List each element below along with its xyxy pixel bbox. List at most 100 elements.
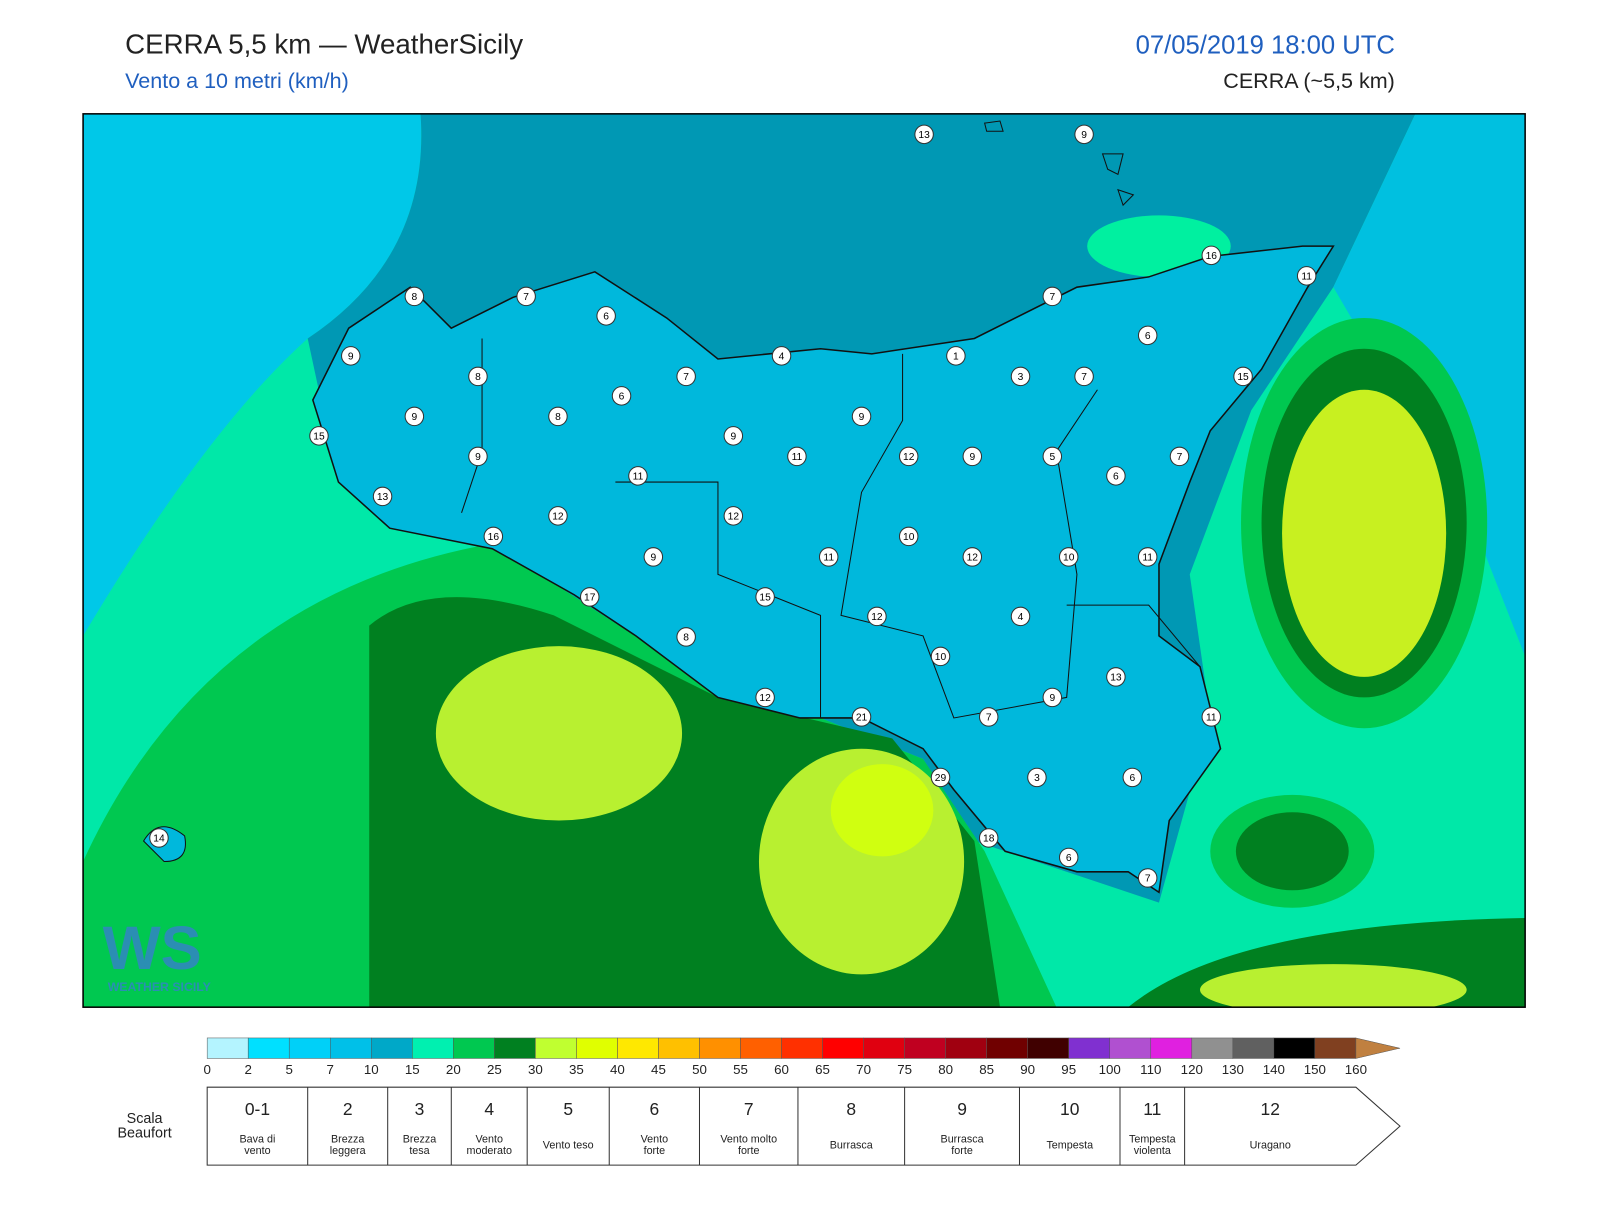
colorbar-segment xyxy=(494,1037,536,1059)
station-value: 12 xyxy=(552,511,564,522)
station-marker xyxy=(1137,868,1158,888)
colorbar-tick-label: 80 xyxy=(938,1062,953,1077)
logo-caption: WEATHER SICILY xyxy=(108,980,211,994)
station-marker xyxy=(1010,606,1031,627)
station-value: 9 xyxy=(859,412,865,423)
station-value: 17 xyxy=(584,593,596,604)
colorbar-segment xyxy=(206,1037,249,1059)
station-marker xyxy=(1010,366,1031,387)
station-marker xyxy=(723,426,744,446)
beaufort-frame xyxy=(206,1086,1401,1166)
wind-area xyxy=(83,113,422,636)
station-marker xyxy=(978,828,999,848)
colorbar-arrow xyxy=(1355,1037,1401,1059)
beaufort-force: 4 xyxy=(484,1099,494,1119)
station-marker xyxy=(914,124,934,145)
station-value: 9 xyxy=(1049,693,1055,704)
station-marker xyxy=(1074,124,1094,145)
beaufort-force: 10 xyxy=(1060,1099,1080,1119)
beaufort-force: 3 xyxy=(415,1099,425,1119)
logo-mark: WS xyxy=(103,914,202,983)
colorbar-tick-label: 110 xyxy=(1140,1062,1161,1077)
beaufort-force: 9 xyxy=(957,1099,967,1119)
colorbar-segment xyxy=(453,1037,495,1059)
colorbar-segment xyxy=(247,1037,290,1059)
colorbar-tick-label: 85 xyxy=(979,1062,994,1077)
island xyxy=(983,120,1135,207)
colorbar-segment xyxy=(1232,1037,1275,1059)
station-value: 13 xyxy=(377,492,389,503)
colorbar-tick-label: 50 xyxy=(692,1062,707,1077)
station-value: 1 xyxy=(953,351,959,362)
wind-area xyxy=(1235,812,1349,891)
station-value: 3 xyxy=(1034,773,1040,784)
station-marker xyxy=(1137,325,1158,346)
colorbar-tick-label: 40 xyxy=(610,1062,625,1077)
beaufort-force: 11 xyxy=(1143,1099,1161,1119)
station-value: 7 xyxy=(1145,874,1151,885)
station-marker xyxy=(1106,667,1126,687)
colorbar-tick-label: 5 xyxy=(286,1062,293,1077)
colorbar-tick-label: 0 xyxy=(203,1062,210,1077)
colorbar-tick-label: 100 xyxy=(1099,1062,1121,1077)
beaufort-description: violenta xyxy=(1134,1145,1171,1157)
colorbar-segment xyxy=(945,1037,987,1059)
beaufort-force: 0-1 xyxy=(245,1099,270,1119)
colorbar-tick-label: 70 xyxy=(856,1062,871,1077)
colorbar-tick-label: 65 xyxy=(815,1062,830,1077)
station-value: 12 xyxy=(903,452,915,463)
station-marker xyxy=(580,587,600,607)
beaufort-force: 6 xyxy=(650,1099,660,1119)
station-value: 6 xyxy=(1113,471,1119,482)
station-value: 11 xyxy=(1301,271,1312,282)
station-value: 12 xyxy=(871,612,883,623)
colorbar-segment xyxy=(1150,1037,1193,1059)
station-marker xyxy=(851,406,872,427)
colorbar-tick-label: 2 xyxy=(244,1062,251,1077)
beaufort-description: leggera xyxy=(330,1145,366,1157)
station-marker xyxy=(898,526,919,547)
colorbar-tick-label: 15 xyxy=(405,1062,420,1077)
colorbar-tick-label: 35 xyxy=(569,1062,584,1077)
station-value: 10 xyxy=(1063,553,1075,564)
sicily-coast xyxy=(311,245,1335,894)
colorbar-tick-label: 7 xyxy=(327,1062,334,1077)
station-marker xyxy=(611,386,632,406)
wind-area xyxy=(1200,964,1467,1008)
colorbar-segment xyxy=(1027,1037,1069,1059)
colorbar-segment xyxy=(986,1037,1028,1059)
station-value: 9 xyxy=(1081,130,1087,141)
station-marker xyxy=(628,466,648,486)
colorbar-segment xyxy=(576,1037,618,1059)
beaufort-description: tesa xyxy=(409,1145,429,1157)
colorbar-segment xyxy=(329,1037,372,1059)
colorbar: 0 2 5 7 10 15 20 25 30 35 40 45 50 55 60 65 70 75 80 85 90 95… xyxy=(203,1037,1401,1077)
colorbar-segment xyxy=(371,1037,413,1059)
station-marker xyxy=(483,526,504,547)
station-value: 10 xyxy=(903,532,915,543)
station-value: 15 xyxy=(313,431,325,442)
beaufort-description: Burrasca xyxy=(941,1134,984,1146)
station-value: 29 xyxy=(935,773,947,784)
station-marker xyxy=(309,426,329,446)
colorbar-segment xyxy=(1191,1037,1234,1059)
station-marker xyxy=(676,366,696,387)
station-marker xyxy=(771,346,792,366)
station-value: 7 xyxy=(986,713,992,724)
station-marker xyxy=(1042,286,1063,307)
colorbar-segment xyxy=(781,1037,823,1059)
beaufort-label: Beaufort xyxy=(117,1125,171,1141)
wind-area xyxy=(1282,389,1447,677)
station-value: 10 xyxy=(935,652,947,663)
station-marker xyxy=(1106,466,1126,486)
station-marker xyxy=(1058,547,1079,567)
station-marker xyxy=(867,606,887,627)
beaufort-force: 5 xyxy=(563,1099,573,1119)
colorbar-segment xyxy=(658,1037,700,1059)
station-marker xyxy=(962,446,983,467)
beaufort-description: moderato xyxy=(467,1145,512,1157)
station-value: 13 xyxy=(918,130,930,141)
colorbar-tick-label: 150 xyxy=(1304,1062,1326,1077)
